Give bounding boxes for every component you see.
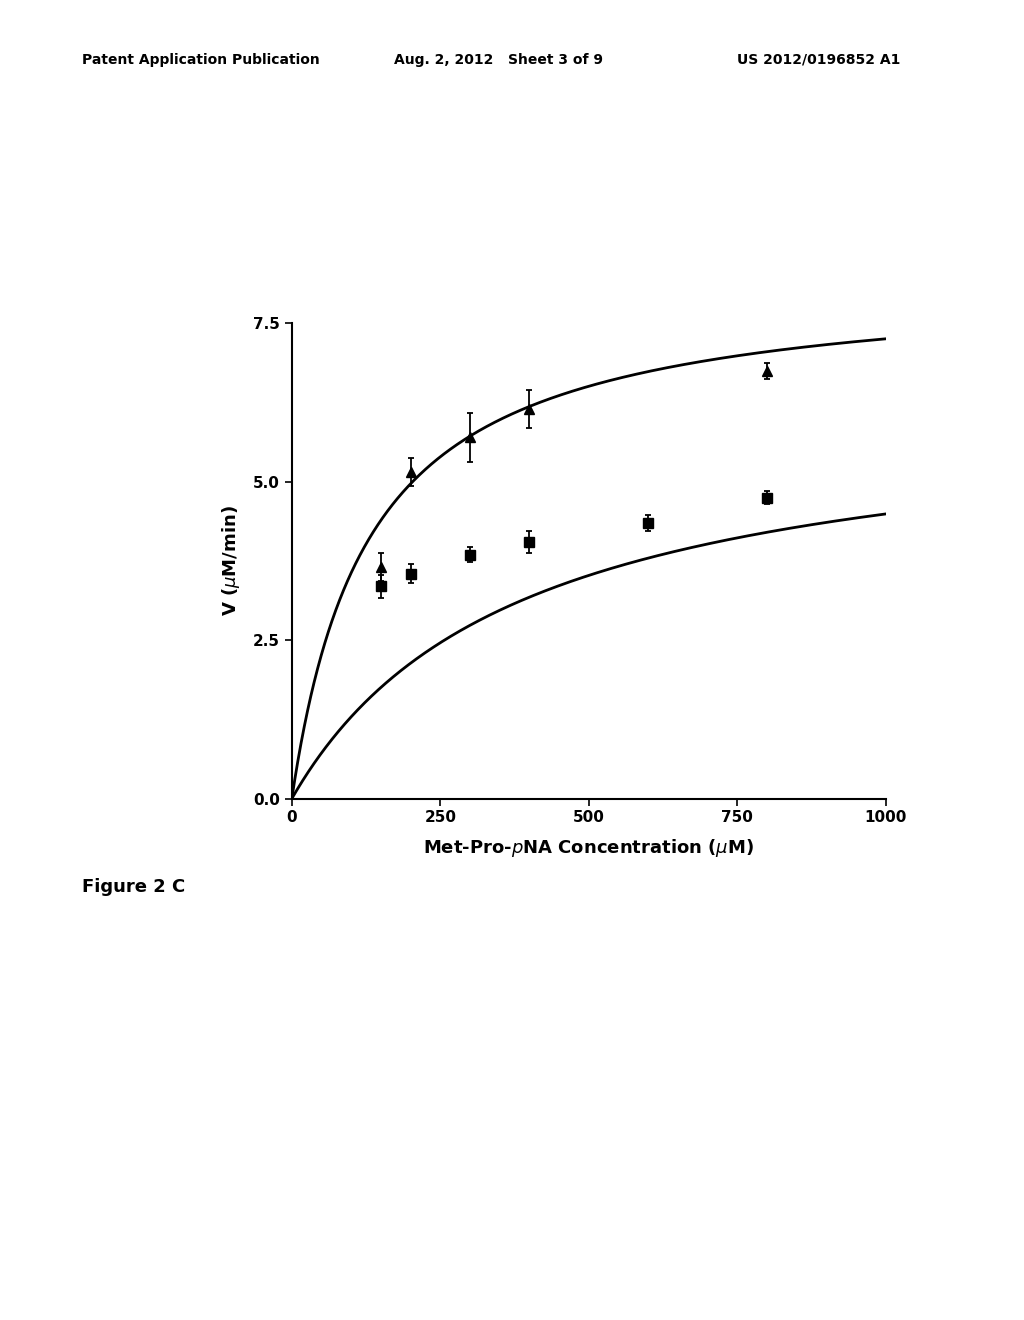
Y-axis label: V ($\mu$M/min): V ($\mu$M/min) [220, 506, 242, 616]
Text: US 2012/0196852 A1: US 2012/0196852 A1 [737, 53, 901, 67]
Text: Patent Application Publication: Patent Application Publication [82, 53, 319, 67]
Text: Aug. 2, 2012   Sheet 3 of 9: Aug. 2, 2012 Sheet 3 of 9 [394, 53, 603, 67]
Text: Figure 2 C: Figure 2 C [82, 878, 185, 896]
X-axis label: Met-Pro-$p$NA Concentration ($\mu$M): Met-Pro-$p$NA Concentration ($\mu$M) [423, 837, 755, 858]
